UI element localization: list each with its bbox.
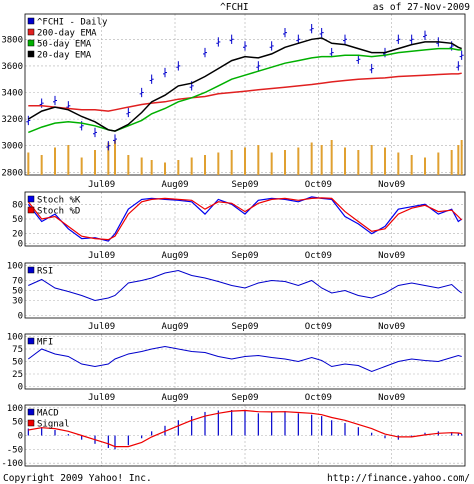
stoch-xtick-label-4: Nov09 — [378, 251, 405, 261]
rsi-xtick-label-0: Jul09 — [88, 322, 115, 332]
rsi-legend-swatch-0 — [27, 266, 35, 274]
rsi-xtick-label-3: Oct09 — [305, 322, 332, 332]
price-legend-swatch-3 — [27, 50, 35, 58]
stoch-xtick-label-0: Jul09 — [88, 251, 115, 261]
mfi-ytick-label-0: 0 — [18, 383, 23, 393]
source-url: http://finance.yahoo.com/ — [327, 473, 470, 484]
stoch-d-line — [27, 197, 463, 241]
mfi-xtick-label-4: Nov09 — [378, 393, 405, 403]
macd-frame — [24, 404, 466, 467]
rsi-ytick-label-1: 30 — [12, 297, 23, 307]
stoch-frame — [24, 191, 466, 247]
price-legend-swatch-2 — [27, 39, 35, 47]
stoch-ytick-label-0: 0 — [18, 240, 23, 250]
mfi-ytick-label-2: 50 — [12, 358, 23, 368]
mfi-line — [28, 345, 462, 373]
macd-legend-swatch-0 — [27, 408, 35, 416]
stoch-legend-label-0: Stoch %K — [37, 196, 81, 206]
stoch-legend-swatch-0 — [27, 195, 35, 203]
mfi-xtick-label-0: Jul09 — [88, 393, 115, 403]
price-legend-swatch-0 — [27, 17, 35, 25]
macd-ytick-label-1: -50 — [7, 445, 23, 455]
mfi-legend-swatch-0 — [27, 337, 35, 345]
macd-legend-label-0: MACD — [37, 409, 59, 419]
stoch-xtick-label-3: Oct09 — [305, 251, 332, 261]
mfi-ytick-label-1: 25 — [12, 370, 23, 380]
chart-symbol: ^FCHI — [220, 2, 249, 13]
rsi-ytick-label-3: 70 — [12, 277, 23, 287]
mfi-legend-label-0: MFI — [37, 338, 53, 348]
price-legend-label-1: 200-day EMA — [37, 29, 97, 39]
rsi-legend-label-0: RSI — [37, 267, 53, 277]
mfi-ytick-label-4: 100 — [7, 333, 23, 343]
mfi-ytick-label-3: 75 — [12, 345, 23, 355]
price-ytick-label-0: 2800 — [1, 168, 23, 178]
stoch-legend-swatch-1 — [27, 206, 35, 214]
price-ytick-label-5: 3800 — [1, 35, 23, 45]
stoch-ytick-label-3: 80 — [12, 200, 23, 210]
rsi-xtick-label-1: Aug09 — [161, 322, 188, 332]
rsi-xtick-label-4: Nov09 — [378, 322, 405, 332]
stoch-ytick-label-2: 50 — [12, 215, 23, 225]
rsi-ytick-label-2: 50 — [12, 287, 23, 297]
price-xtick-label-0: Jul09 — [88, 180, 115, 190]
ema20-line — [27, 37, 462, 132]
macd-legend-label-1: Signal — [37, 420, 70, 430]
ema200-line — [28, 72, 462, 112]
price-legend-label-2: 50-day EMA — [37, 40, 92, 50]
price-ytick-label-2: 3200 — [1, 115, 23, 125]
stoch-ytick-label-1: 20 — [12, 230, 23, 240]
price-xtick-label-4: Nov09 — [378, 180, 405, 190]
copyright: Copyright 2009 Yahoo! Inc. — [3, 473, 152, 484]
stoch-legend-label-1: Stoch %D — [37, 207, 80, 217]
rsi-ytick-label-0: 0 — [18, 312, 23, 322]
price-legend-label-3: 20-day EMA — [37, 51, 92, 61]
rsi-line — [28, 269, 462, 302]
price-xtick-label-1: Aug09 — [161, 180, 188, 190]
price-legend-swatch-1 — [27, 28, 35, 36]
price-xtick-label-2: Sep09 — [231, 180, 258, 190]
price-ytick-label-3: 3400 — [1, 89, 23, 99]
macd-ytick-label-0: -100 — [1, 459, 23, 469]
macd-ytick-label-4: 100 — [7, 404, 23, 414]
macd-ytick-label-2: 0 — [18, 432, 23, 442]
rsi-frame — [24, 262, 466, 319]
stoch-xtick-label-1: Aug09 — [161, 251, 188, 261]
as-of-date: as of 27-Nov-2009 — [373, 2, 471, 13]
price-ytick-label-4: 3600 — [1, 62, 23, 72]
macd-ytick-label-3: 50 — [12, 418, 23, 428]
mfi-frame — [24, 333, 466, 390]
stoch-xtick-label-2: Sep09 — [231, 251, 258, 261]
price-legend-label-0: ^FCHI - Daily — [37, 18, 108, 28]
rsi-xtick-label-2: Sep09 — [231, 322, 258, 332]
signal-line — [28, 409, 462, 448]
mfi-xtick-label-1: Aug09 — [161, 393, 188, 403]
price-ytick-label-1: 3000 — [1, 142, 23, 152]
rsi-ytick-label-4: 100 — [7, 262, 23, 272]
mfi-xtick-label-3: Oct09 — [305, 393, 332, 403]
macd-legend-swatch-1 — [27, 419, 35, 427]
mfi-xtick-label-2: Sep09 — [231, 393, 258, 403]
price-xtick-label-3: Oct09 — [305, 180, 332, 190]
